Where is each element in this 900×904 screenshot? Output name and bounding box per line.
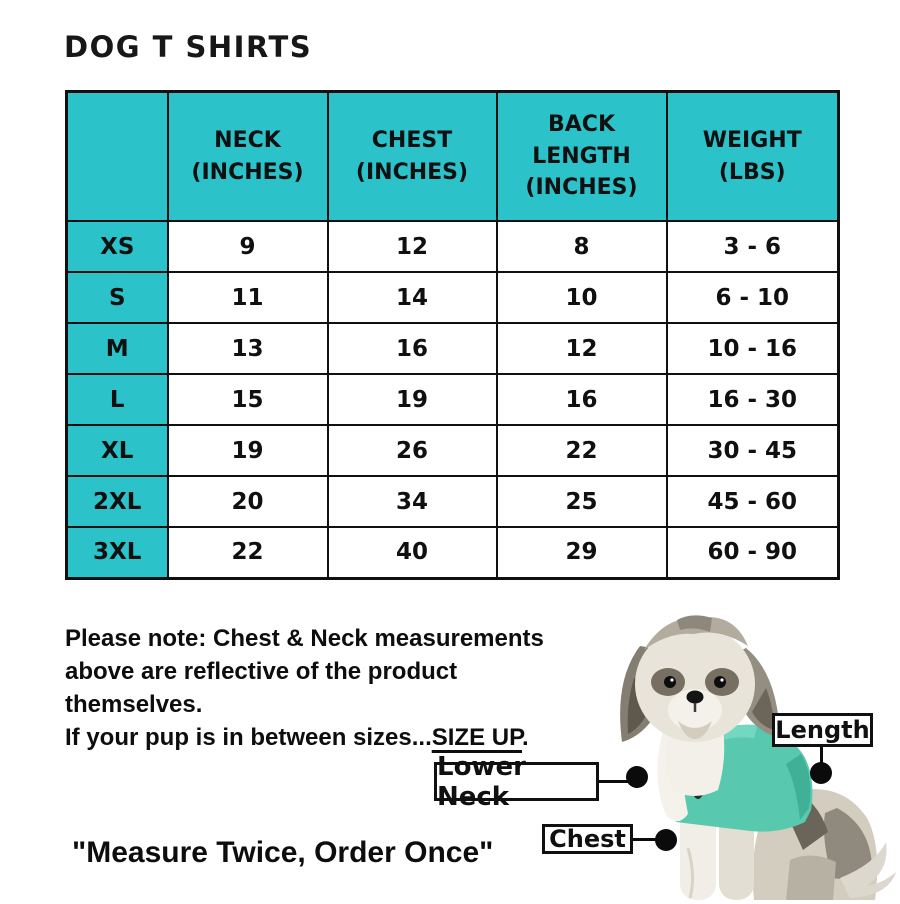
back-length-cell: 16 bbox=[495, 373, 668, 426]
size-cell: S bbox=[65, 271, 169, 324]
header-chest: CHEST (INCHES) bbox=[326, 90, 498, 222]
chest-connector-line bbox=[633, 838, 658, 841]
header-back-length: BACK LENGTH (INCHES) bbox=[495, 90, 668, 222]
table-row: 2XL 20 34 25 45 - 60 bbox=[65, 475, 840, 528]
table-row: 3XL 22 40 29 60 - 90 bbox=[65, 526, 840, 579]
header-neck: NECK (INCHES) bbox=[166, 90, 329, 222]
weight-cell: 6 - 10 bbox=[665, 271, 840, 324]
neck-cell: 9 bbox=[166, 220, 329, 273]
header-size bbox=[65, 90, 169, 222]
note-sizing-suffix: . bbox=[522, 724, 529, 751]
size-cell: XS bbox=[65, 220, 169, 273]
back-length-cell: 29 bbox=[495, 526, 668, 579]
lower-neck-connector-line bbox=[599, 780, 629, 783]
chest-cell: 26 bbox=[326, 424, 498, 477]
header-row: NECK (INCHES) CHEST (INCHES) BACK LENGTH… bbox=[65, 90, 840, 222]
chest-cell: 19 bbox=[326, 373, 498, 426]
size-up-emphasis: SIZE UP bbox=[431, 724, 523, 751]
page-title: DOG T SHIRTS bbox=[64, 30, 313, 64]
weight-cell: 30 - 45 bbox=[665, 424, 840, 477]
back-length-cell: 12 bbox=[495, 322, 668, 375]
header-weight: WEIGHT (LBS) bbox=[665, 90, 840, 222]
size-cell: XL bbox=[65, 424, 169, 477]
neck-cell: 15 bbox=[166, 373, 329, 426]
weight-cell: 10 - 16 bbox=[665, 322, 840, 375]
chest-marker-dot bbox=[655, 829, 677, 851]
chest-cell: 12 bbox=[326, 220, 498, 273]
note-sizing-line: If your pup is in between sizes...SIZE U… bbox=[65, 721, 625, 754]
size-cell: 2XL bbox=[65, 475, 169, 528]
lower-neck-marker-dot bbox=[626, 766, 648, 788]
table-row: S 11 14 10 6 - 10 bbox=[65, 271, 840, 324]
weight-cell: 45 - 60 bbox=[665, 475, 840, 528]
slogan-quote: "Measure Twice, Order Once" bbox=[72, 836, 494, 869]
chest-cell: 34 bbox=[326, 475, 498, 528]
chest-cell: 14 bbox=[326, 271, 498, 324]
neck-cell: 11 bbox=[166, 271, 329, 324]
measurement-note: Please note: Chest & Neck measurements a… bbox=[65, 622, 625, 754]
weight-cell: 60 - 90 bbox=[665, 526, 840, 579]
dog-illustration bbox=[620, 615, 896, 900]
weight-cell: 16 - 30 bbox=[665, 373, 840, 426]
back-length-cell: 10 bbox=[495, 271, 668, 324]
table-row: L 15 19 16 16 - 30 bbox=[65, 373, 840, 426]
chest-cell: 16 bbox=[326, 322, 498, 375]
size-cell: 3XL bbox=[65, 526, 169, 579]
neck-cell: 20 bbox=[166, 475, 329, 528]
size-chart-header: NECK (INCHES) CHEST (INCHES) BACK LENGTH… bbox=[65, 90, 840, 222]
table-row: XL 19 26 22 30 - 45 bbox=[65, 424, 840, 477]
note-text: Please note: Chest & Neck measurements a… bbox=[65, 625, 544, 718]
back-length-cell: 8 bbox=[495, 220, 668, 273]
chest-callout-label: Chest bbox=[542, 824, 633, 854]
note-sizing-prefix: If your pup is in between sizes... bbox=[65, 724, 432, 751]
back-length-cell: 22 bbox=[495, 424, 668, 477]
back-length-cell: 25 bbox=[495, 475, 668, 528]
neck-cell: 19 bbox=[166, 424, 329, 477]
size-chart-table: NECK (INCHES) CHEST (INCHES) BACK LENGTH… bbox=[65, 90, 840, 580]
size-cell: L bbox=[65, 373, 169, 426]
table-row: XS 9 12 8 3 - 6 bbox=[65, 220, 840, 273]
length-connector-line bbox=[820, 747, 823, 765]
weight-cell: 3 - 6 bbox=[665, 220, 840, 273]
length-marker-dot bbox=[810, 762, 832, 784]
lower-neck-callout-label: Lower Neck bbox=[434, 752, 599, 812]
size-cell: M bbox=[65, 322, 169, 375]
length-callout-label: Length bbox=[772, 713, 873, 747]
neck-cell: 22 bbox=[166, 526, 329, 579]
table-row: M 13 16 12 10 - 16 bbox=[65, 322, 840, 375]
chest-cell: 40 bbox=[326, 526, 498, 579]
neck-cell: 13 bbox=[166, 322, 329, 375]
dog-photo bbox=[582, 608, 900, 900]
